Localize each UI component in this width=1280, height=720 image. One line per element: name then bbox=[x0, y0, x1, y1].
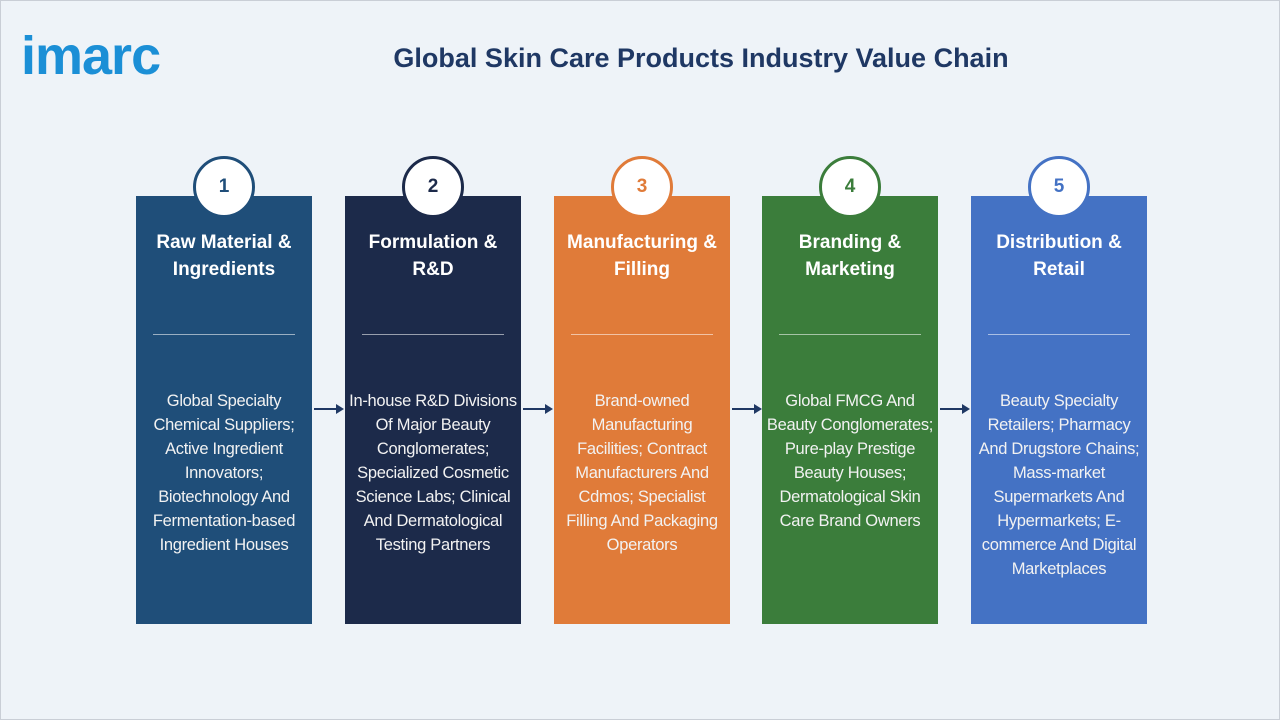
step-number: 3 bbox=[611, 156, 673, 218]
page-title: Global Skin Care Products Industry Value… bbox=[393, 43, 1009, 73]
arrow bbox=[940, 404, 970, 414]
step-card: 3 Manufacturing & Filling Brand-owned Manu… bbox=[554, 156, 730, 624]
step-title: Raw Material & Ingredients bbox=[156, 232, 292, 280]
step-description: Brand-owned Manufacturing Facilities; Co… bbox=[566, 392, 718, 554]
step-description: Global FMCG And Beauty Conglomerates; Pu… bbox=[766, 392, 934, 530]
step-card: 1 Raw Material & Ingredients Global Specia… bbox=[136, 156, 312, 624]
step-number: 5 bbox=[1028, 156, 1090, 218]
divider bbox=[571, 334, 713, 335]
divider bbox=[988, 334, 1130, 335]
step-number: 2 bbox=[402, 156, 464, 218]
arrow bbox=[732, 404, 762, 414]
step-title: Branding & Marketing bbox=[798, 232, 902, 280]
step-card: 2 Formulation & R&D In-house R&D Divisions… bbox=[345, 156, 521, 624]
step-description: Beauty Specialty Retailers; Pharmacy And… bbox=[978, 392, 1140, 578]
step-title: Manufacturing & Filling bbox=[567, 232, 717, 280]
divider bbox=[153, 334, 295, 335]
step-card: 5 Distribution & Retail Beauty Specialty R… bbox=[971, 156, 1147, 624]
step-description: Global Specialty Chemical Suppliers; Act… bbox=[152, 392, 296, 554]
logo: imarc bbox=[21, 26, 161, 86]
step-number: 4 bbox=[819, 156, 881, 218]
divider bbox=[362, 334, 504, 335]
step-title: Formulation & R&D bbox=[368, 232, 498, 280]
step-number: 1 bbox=[193, 156, 255, 218]
arrow bbox=[523, 404, 553, 414]
arrow bbox=[314, 404, 344, 414]
step-card: 4 Branding & Marketing Global FMCG And Bea… bbox=[762, 156, 938, 624]
step-description: In-house R&D Divisions Of Major Beauty C… bbox=[349, 392, 517, 554]
divider bbox=[779, 334, 921, 335]
step-title: Distribution & Retail bbox=[996, 232, 1122, 280]
